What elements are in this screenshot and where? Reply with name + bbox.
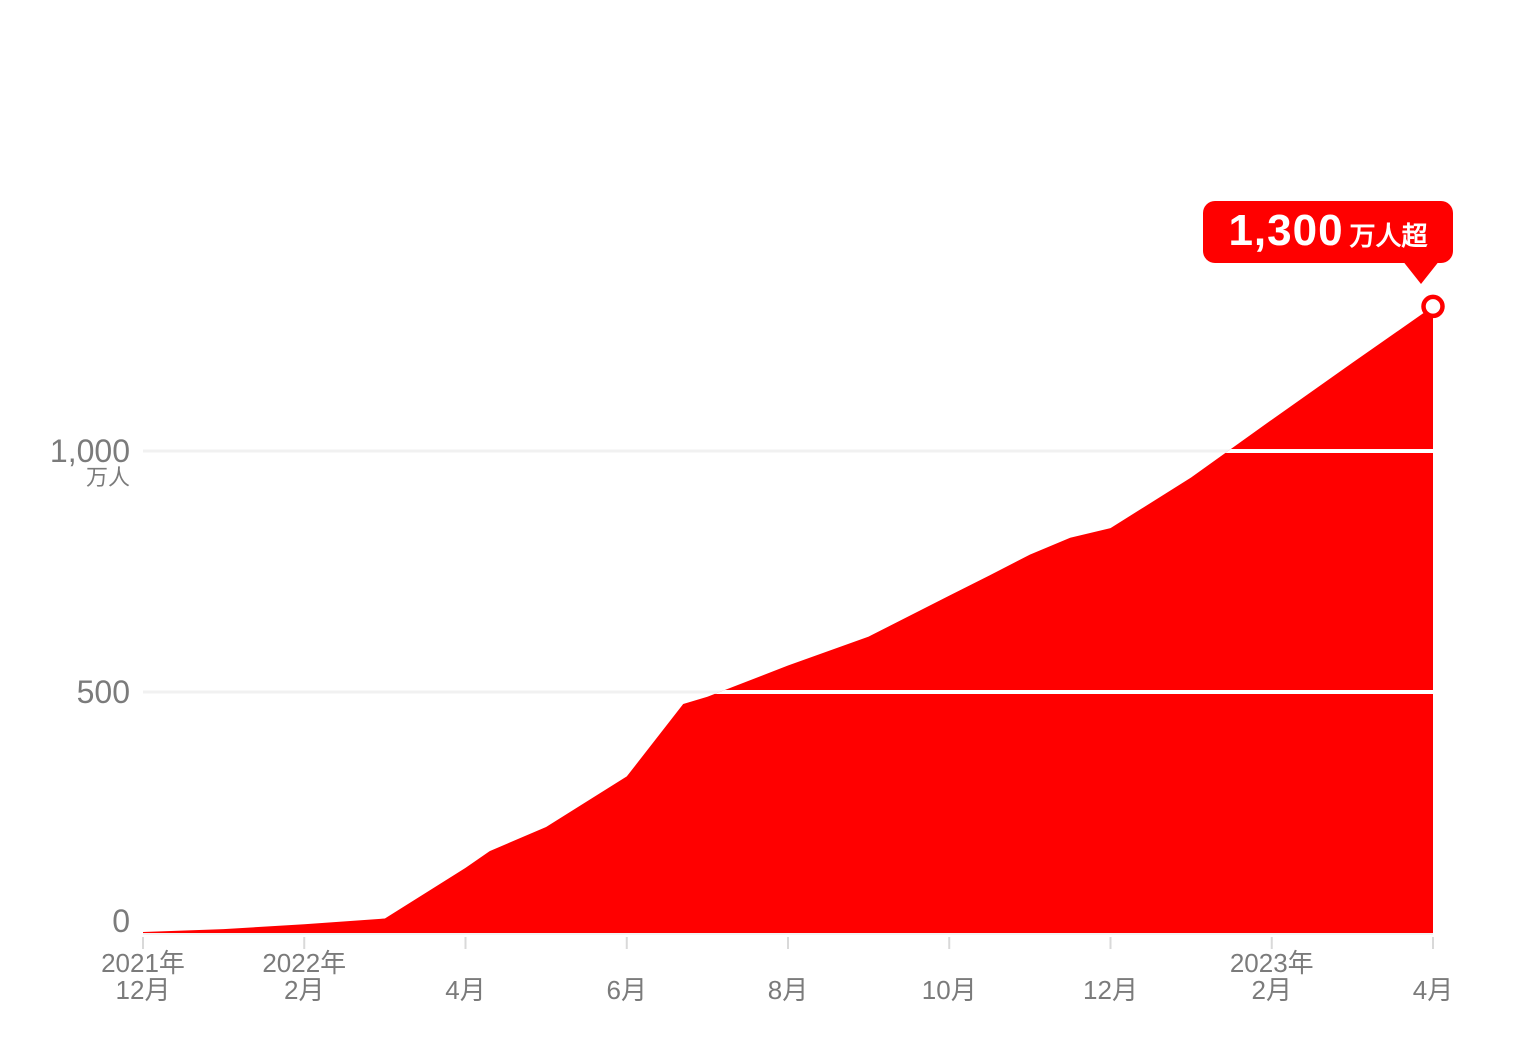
x-tick-label: 8月 [708,950,868,1004]
x-tick-label-month: 4月 [1412,975,1454,1005]
x-tick-label-year [869,950,1029,977]
x-tick-label-year [708,950,868,977]
x-tick-label-month: 4月 [445,975,486,1005]
area-series [143,306,1433,933]
y-axis-unit-label: 万人 [85,465,130,490]
callout-pointer-icon [1402,260,1440,284]
x-tick-label-month: 2月 [284,975,325,1005]
callout-value: 1,300 [1228,206,1344,255]
y-axis-label-1000: 1,000 [49,433,130,469]
x-tick-label: 6月 [547,950,707,1004]
y-axis-label-0: 0 [112,903,130,939]
callout-badge: 1,300 万人超 [1203,201,1453,263]
x-tick-label-month: 8月 [767,975,809,1005]
x-tick-label-year [1031,950,1191,977]
x-tick-label-month: 6月 [606,975,647,1005]
x-tick-label: 10月 [869,950,1029,1004]
x-tick-label-month: 2月 [1251,975,1292,1005]
x-tick-label-month: 12月 [1083,975,1138,1005]
x-tick-label-month: 12月 [115,975,171,1005]
x-tick-label: 2023年 2月 [1192,950,1352,1004]
y-axis-label-500: 500 [76,674,130,710]
latest-point-marker [1421,294,1445,319]
x-tick-label-year [547,950,707,977]
x-tick-label-month: 10月 [921,975,977,1005]
x-tick-label-year: 2021年 [101,948,185,978]
x-tick-label: 12月 [1031,950,1191,1004]
callout-suffix: 万人超 [1349,221,1428,251]
x-tick-label-year: 2022年 [262,948,347,978]
x-tick-label: 2021年 12月 [63,950,223,1004]
x-tick-label-year [1353,950,1513,977]
x-tick-label-year [386,950,546,977]
x-axis-ticks [142,937,1434,949]
x-tick-label: 4月 [386,950,546,1004]
x-tick-label: 4月 [1353,950,1513,1004]
x-tick-label: 2022年 2月 [224,950,384,1004]
x-tick-label-year: 2023年 [1229,948,1314,978]
